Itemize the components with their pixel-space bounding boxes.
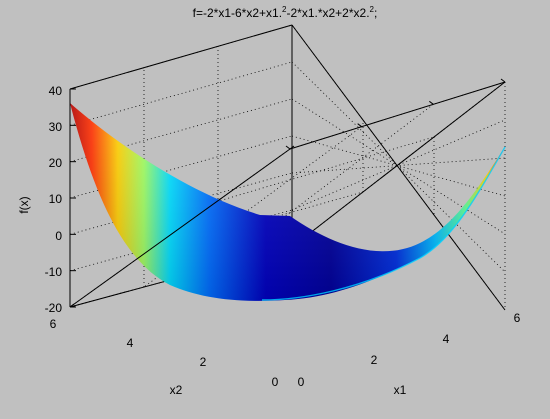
x-tick-label: 6 xyxy=(514,311,521,325)
x-axis-line xyxy=(289,81,506,150)
z-tick-label: 30 xyxy=(49,120,63,134)
x-tick-mark xyxy=(500,78,506,83)
z-axis-label: f(x) xyxy=(17,196,31,213)
x-tick-labels: 0 2 4 6 xyxy=(298,311,521,389)
surface-shading xyxy=(70,103,505,301)
x-tick-label: 2 xyxy=(371,353,378,367)
x-tick-mark xyxy=(357,123,362,128)
z-tick-label: 40 xyxy=(49,84,63,98)
z-tick-label: 0 xyxy=(55,229,62,243)
z-gridline xyxy=(69,98,293,163)
z-tick-label: 20 xyxy=(49,156,63,170)
surface xyxy=(70,103,506,301)
y-tick-labels: 6 4 2 0 xyxy=(50,317,279,389)
y-tick-label: 6 xyxy=(50,317,57,331)
x-gridline xyxy=(291,81,506,248)
y-axis-line xyxy=(69,148,291,308)
z-tick-label: -20 xyxy=(45,301,63,315)
z-gridline xyxy=(69,61,293,126)
z-tick-labels: 40 30 20 10 0 -10 -20 xyxy=(45,84,63,315)
z-gridline xyxy=(291,98,506,235)
z-gridline xyxy=(291,24,506,311)
axes-front-edges xyxy=(69,81,506,308)
z-tick-label: 10 xyxy=(49,192,63,206)
surface-front-edge xyxy=(261,146,506,301)
y-gridline xyxy=(216,136,435,203)
z-gridline xyxy=(291,135,506,197)
y-tick-label: 2 xyxy=(200,355,207,369)
y-tick-label: 0 xyxy=(272,375,279,389)
z-tick-label: -10 xyxy=(45,265,63,279)
x-tick-mark xyxy=(285,145,291,150)
chart-title: f=-2*x1-6*x2+x1.2-2*x1.*x2+2*x2.2; xyxy=(193,5,378,20)
x-tick-mark xyxy=(429,100,434,105)
x-tick-label: 0 xyxy=(298,375,305,389)
z-gridline xyxy=(69,24,293,90)
z-gridline xyxy=(291,119,506,211)
x-tick-label: 4 xyxy=(443,332,450,346)
y-tick-label: 4 xyxy=(127,336,134,350)
x-axis-label: x1 xyxy=(394,383,407,397)
z-gridline xyxy=(291,157,506,174)
y-axis-label: x2 xyxy=(170,383,183,397)
z-gridline xyxy=(69,135,293,199)
